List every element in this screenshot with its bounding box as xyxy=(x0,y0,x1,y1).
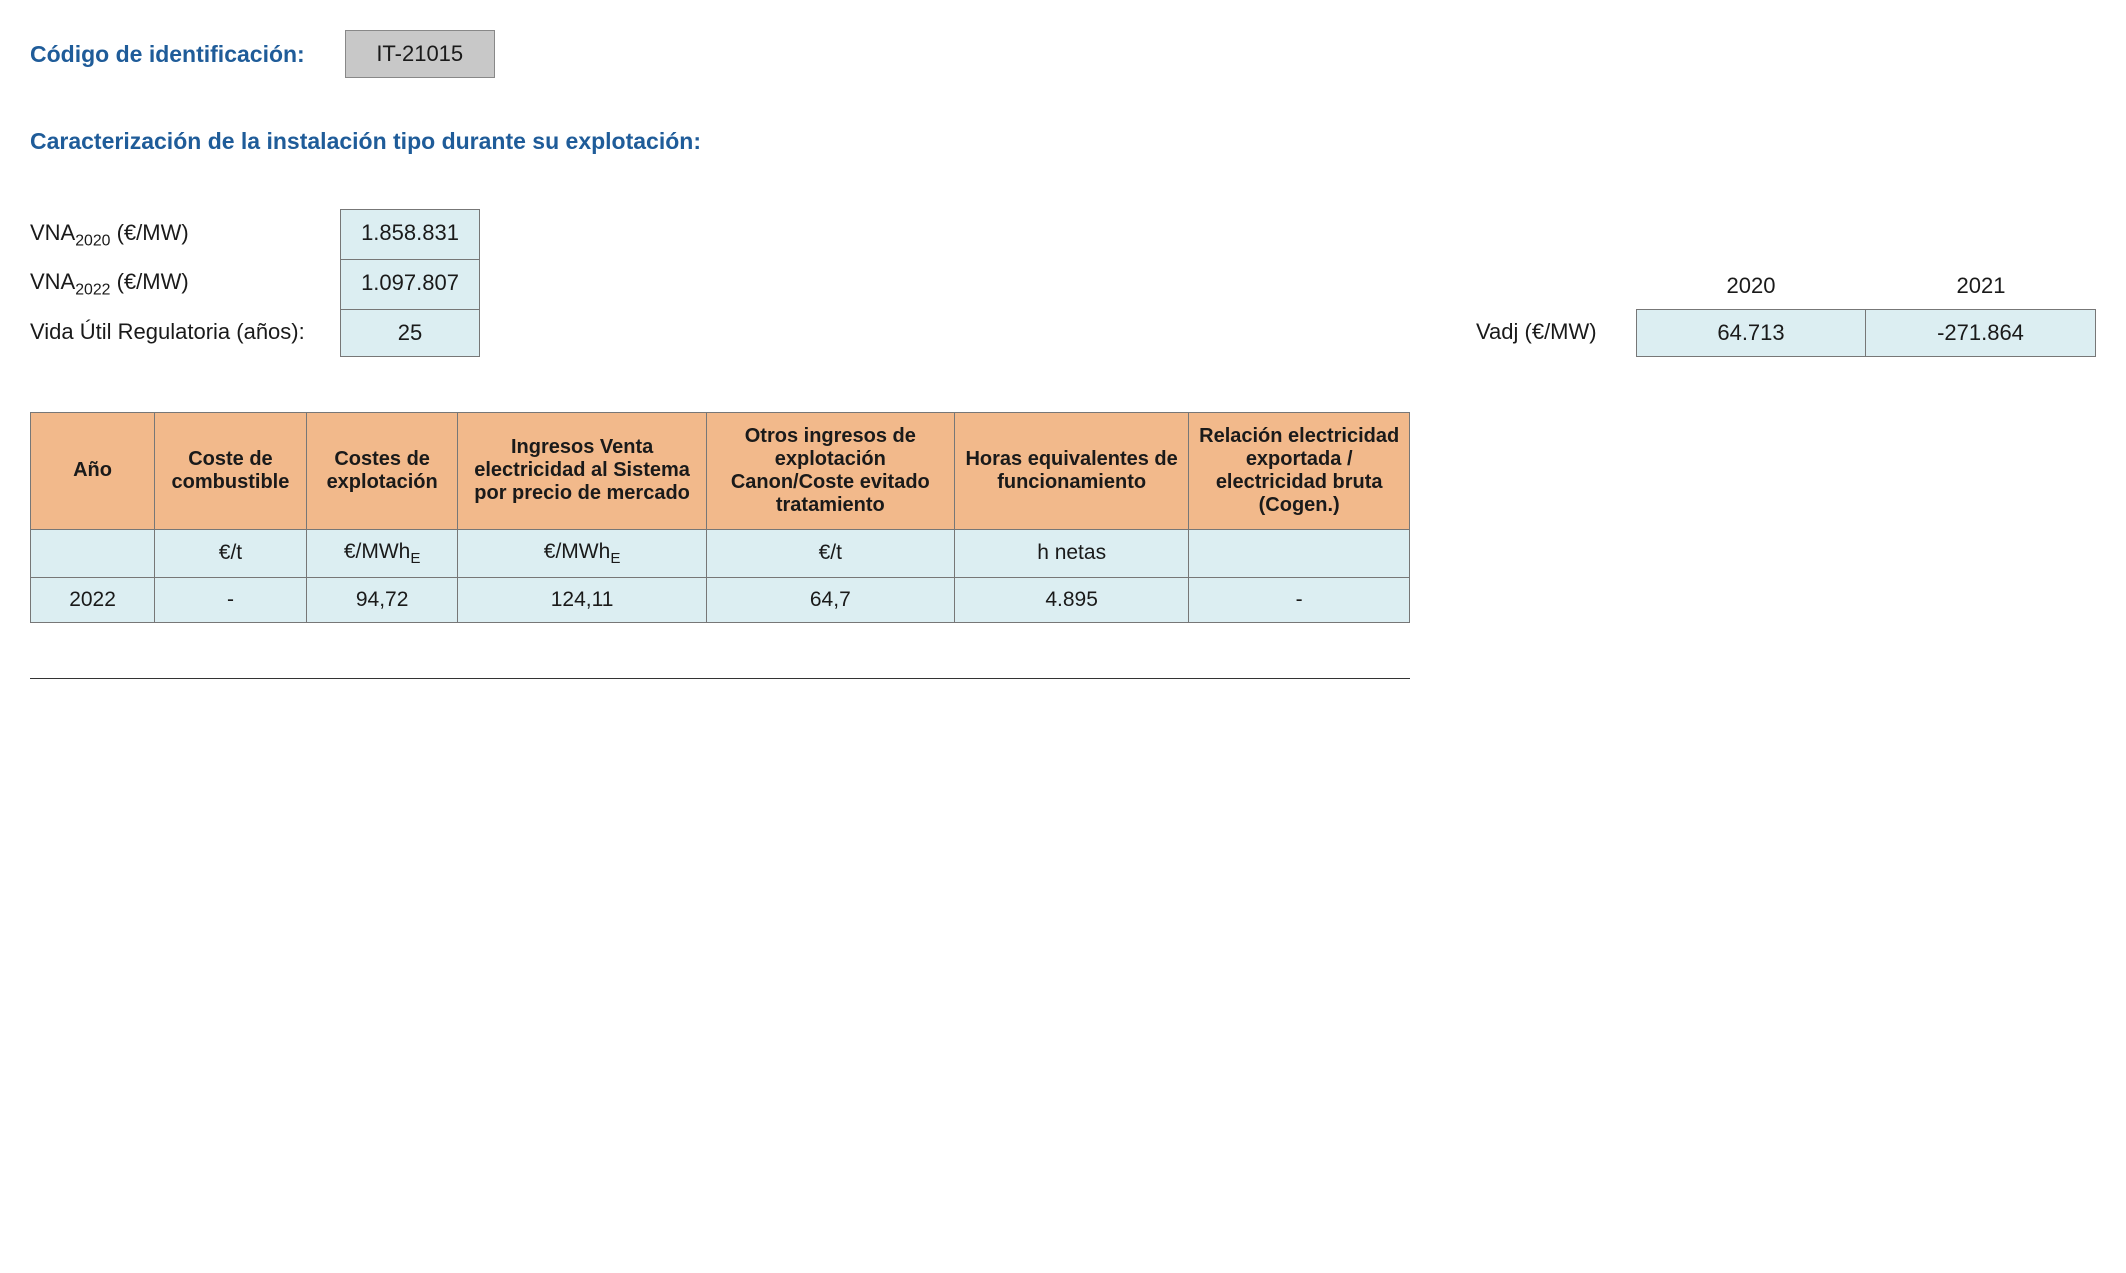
code-label: Código de identificación: xyxy=(30,41,305,68)
unit-otros: €/t xyxy=(706,529,954,577)
table-row: 2022 - 94,72 124,11 64,7 4.895 - xyxy=(31,577,1410,622)
vna2020-label: VNA2020 (€/MW) xyxy=(30,210,340,260)
vna2020-label-post: (€/MW) xyxy=(110,220,188,245)
cell-otros: 64,7 xyxy=(706,577,954,622)
col-ano: Año xyxy=(31,412,155,529)
col-horas: Horas equivalentes de funcionamiento xyxy=(954,412,1188,529)
code-value-box: IT-21015 xyxy=(345,30,495,78)
cell-ingresos: 124,11 xyxy=(458,577,706,622)
vadj-label: Vadj (€/MW) xyxy=(1476,309,1636,357)
vida-label: Vida Útil Regulatoria (años): xyxy=(30,309,340,357)
vna2022-label: VNA2022 (€/MW) xyxy=(30,259,340,309)
vna2022-label-pre: VNA xyxy=(30,269,75,294)
vna2020-value: 1.858.831 xyxy=(340,209,480,260)
cell-ano: 2022 xyxy=(31,577,155,622)
parameters-left: VNA2020 (€/MW) 1.858.831 VNA2022 (€/MW) … xyxy=(30,210,480,357)
unit-ingresos-sub: E xyxy=(610,550,620,567)
data-table: Año Coste de combustible Costes de explo… xyxy=(30,412,1410,623)
vadj-block: 2020 2021 Vadj (€/MW) 64.713 -271.864 xyxy=(1476,263,2096,357)
vna2020-label-pre: VNA xyxy=(30,220,75,245)
vadj-year1-value: 64.713 xyxy=(1636,309,1866,357)
section-title: Caracterización de la instalación tipo d… xyxy=(30,128,2096,155)
col-combustible: Coste de combustible xyxy=(155,412,307,529)
table-header-row: Año Coste de combustible Costes de explo… xyxy=(31,412,1410,529)
unit-combustible: €/t xyxy=(155,529,307,577)
col-otros-ingresos: Otros ingresos de explotación Canon/Cost… xyxy=(706,412,954,529)
vadj-year1-label: 2020 xyxy=(1636,263,1866,309)
id-header: Código de identificación: IT-21015 xyxy=(30,30,2096,78)
vna2022-label-sub: 2022 xyxy=(75,282,110,299)
unit-ingresos-pre: €/MWh xyxy=(544,540,611,563)
cell-combustible: - xyxy=(155,577,307,622)
unit-horas: h netas xyxy=(954,529,1188,577)
vna2020-label-sub: 2020 xyxy=(75,232,110,249)
col-relacion: Relación electricidad exportada / electr… xyxy=(1189,412,1410,529)
vna2022-label-post: (€/MW) xyxy=(110,269,188,294)
divider xyxy=(30,678,1410,679)
vadj-year2-value: -271.864 xyxy=(1866,309,2096,357)
unit-ingresos: €/MWhE xyxy=(458,529,706,577)
col-ingresos-venta: Ingresos Venta electricidad al Sistema p… xyxy=(458,412,706,529)
unit-explotacion: €/MWhE xyxy=(306,529,458,577)
vida-value: 25 xyxy=(340,309,480,357)
unit-explotacion-pre: €/MWh xyxy=(344,540,411,563)
table-units-row: €/t €/MWhE €/MWhE €/t h netas xyxy=(31,529,1410,577)
parameters-block: VNA2020 (€/MW) 1.858.831 VNA2022 (€/MW) … xyxy=(30,210,2096,357)
unit-relacion xyxy=(1189,529,1410,577)
unit-explotacion-sub: E xyxy=(410,550,420,567)
col-explotacion: Costes de explotación xyxy=(306,412,458,529)
cell-relacion: - xyxy=(1189,577,1410,622)
cell-horas: 4.895 xyxy=(954,577,1188,622)
vna2022-value: 1.097.807 xyxy=(340,259,480,309)
unit-ano xyxy=(31,529,155,577)
cell-explotacion: 94,72 xyxy=(306,577,458,622)
vadj-year2-label: 2021 xyxy=(1866,263,2096,309)
